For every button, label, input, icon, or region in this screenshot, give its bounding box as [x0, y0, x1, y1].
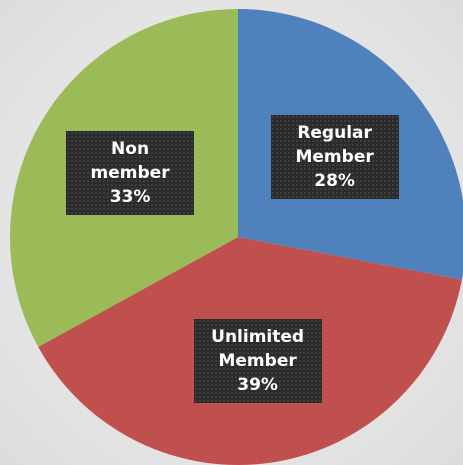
- data-label: Non member 33%: [66, 131, 195, 216]
- value-label: 39%: [237, 374, 278, 395]
- category-label: Unlimited Member: [211, 326, 305, 371]
- category-label: Non member: [90, 139, 170, 184]
- value-label: 28%: [314, 171, 355, 192]
- data-label: Regular Member 28%: [270, 115, 399, 200]
- category-label: Regular Member: [295, 123, 374, 168]
- value-label: 33%: [109, 187, 151, 208]
- data-label: Unlimited Member 39%: [193, 318, 322, 403]
